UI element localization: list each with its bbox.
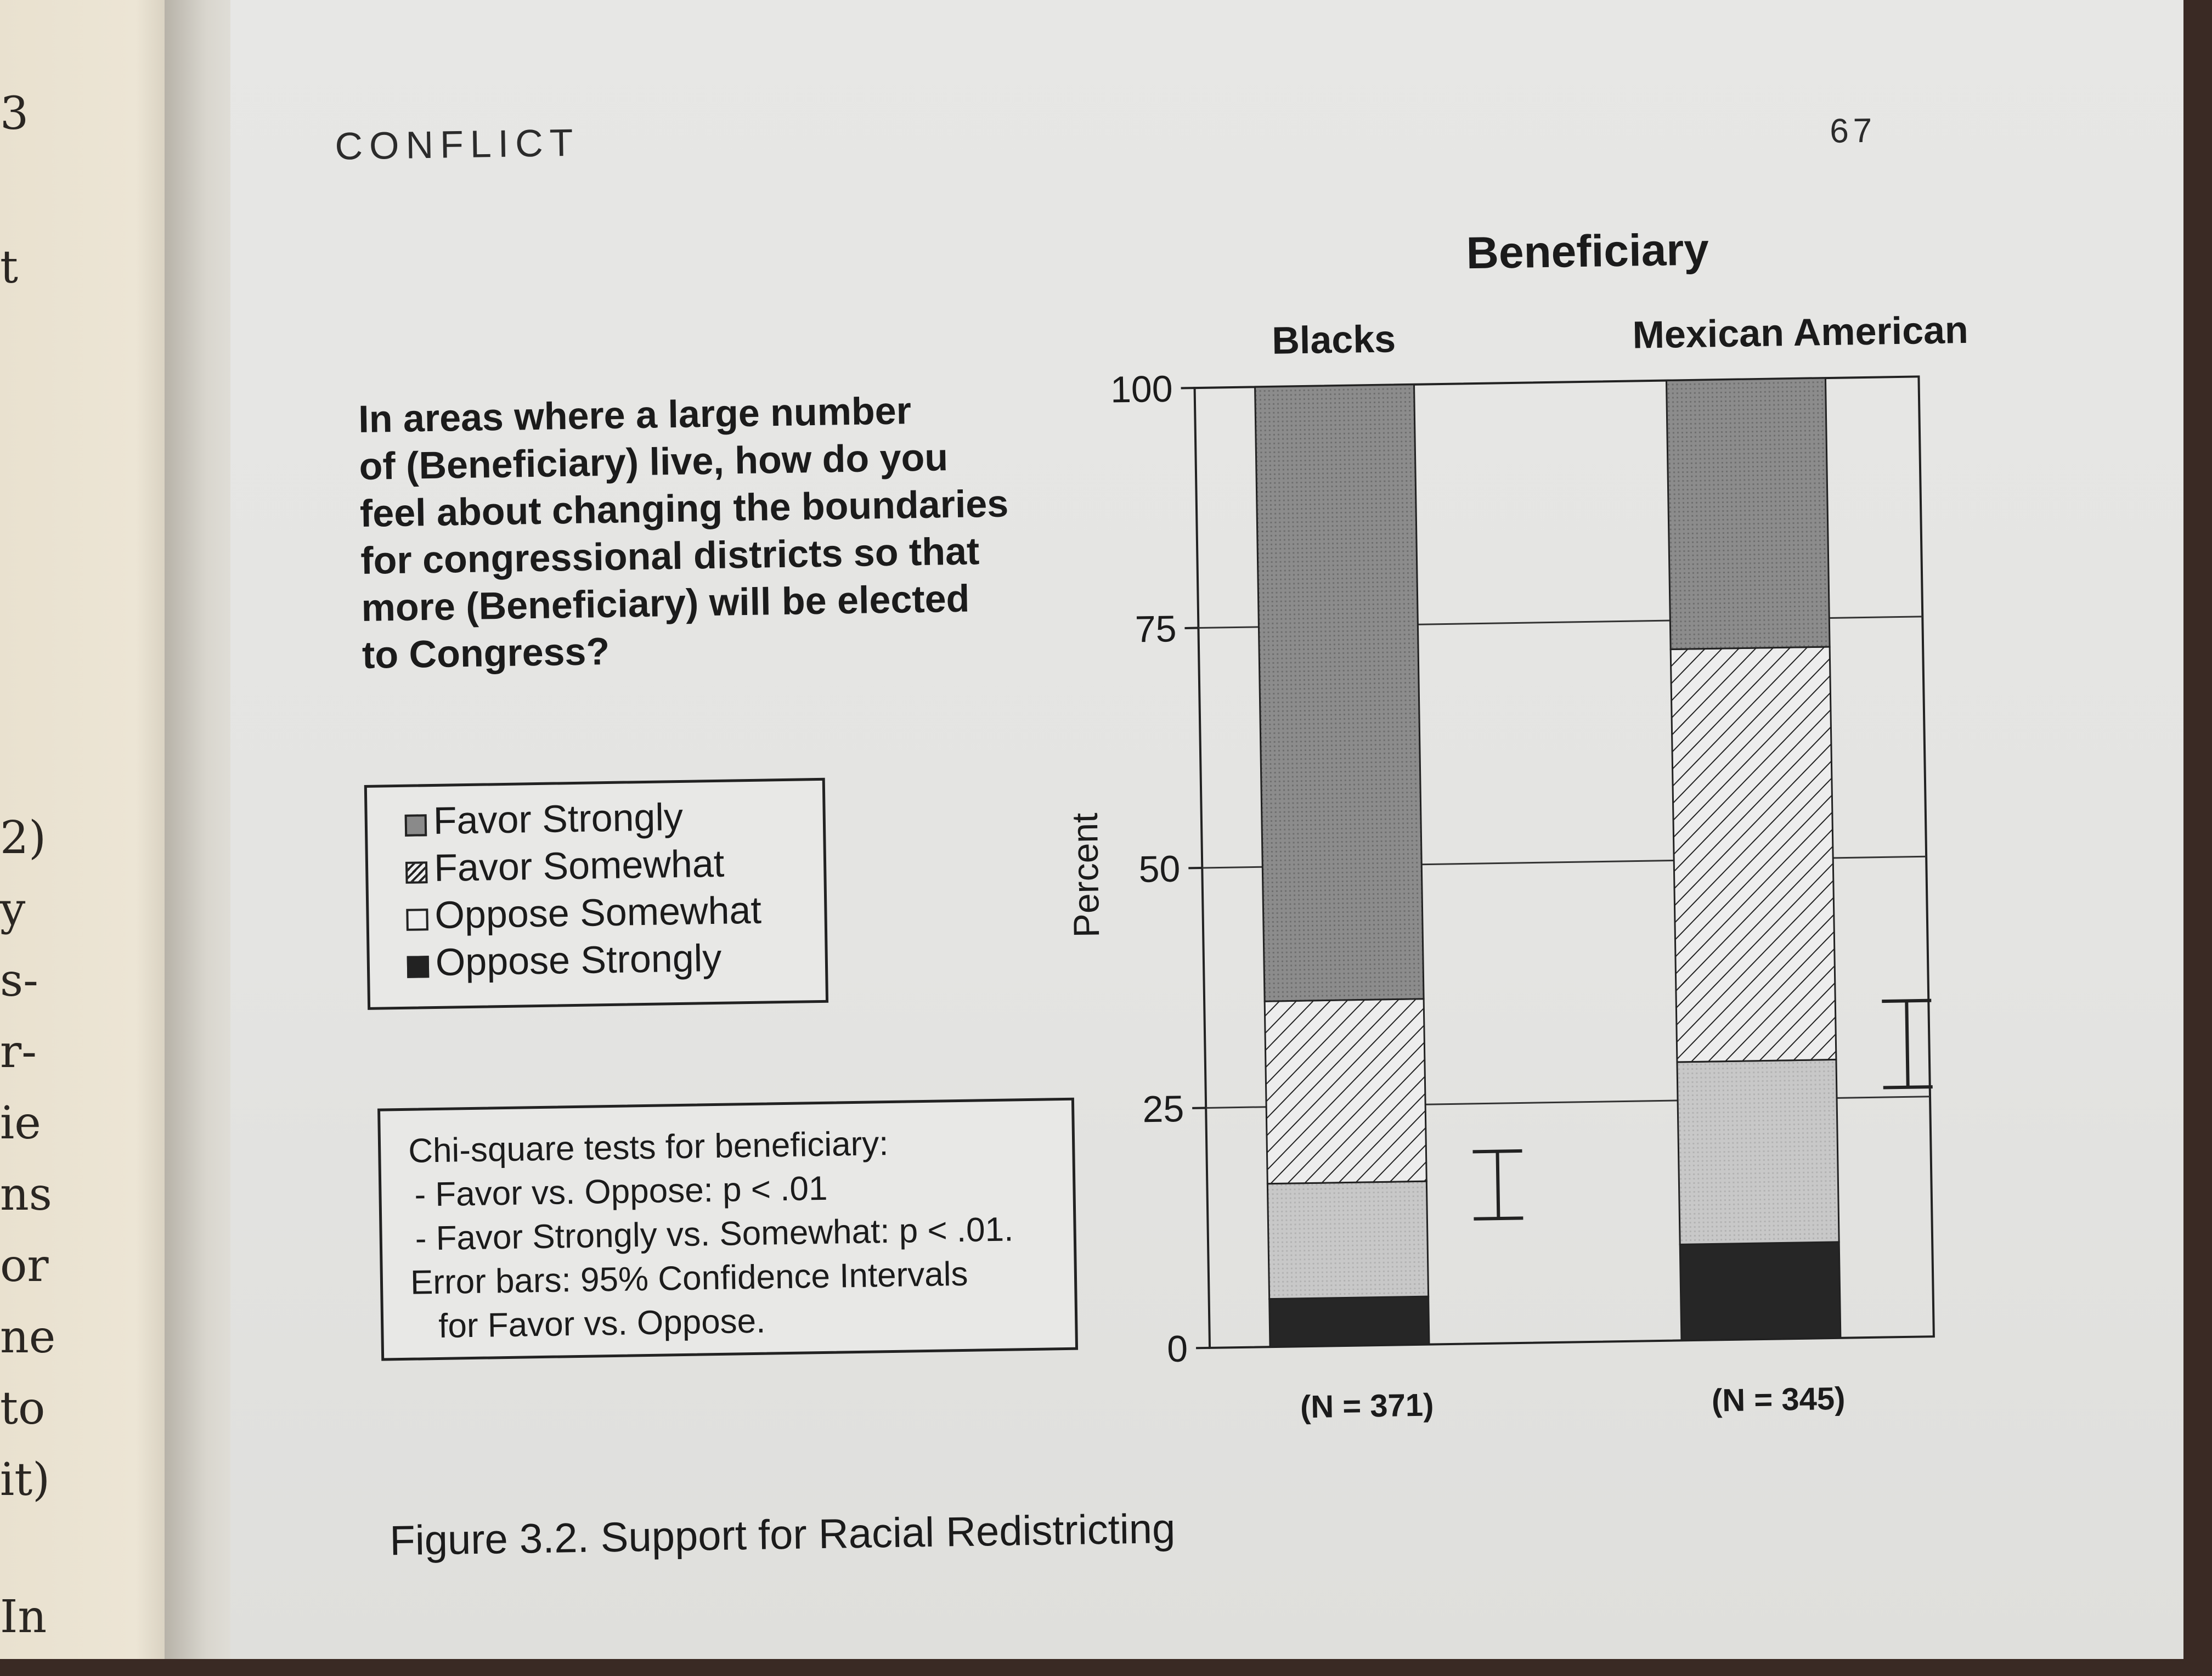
error-bar <box>1906 1001 1908 1087</box>
y-tick-label: 50 <box>1138 848 1181 890</box>
bar-segment-favor-somewhat <box>1671 647 1836 1062</box>
y-tick-label: 75 <box>1135 608 1177 650</box>
stats-line: - Favor vs. Oppose: p < .01 <box>414 1169 828 1215</box>
y-tick-label: 25 <box>1142 1088 1184 1130</box>
legend-item-favor-somewhat: Favor Somewhat <box>405 842 725 890</box>
error-bar-cap <box>1472 1151 1522 1152</box>
n-label: (N = 371) <box>1300 1387 1434 1425</box>
survey-question: In areas where a large number of (Benefi… <box>358 383 1131 679</box>
legend-swatch <box>406 908 428 931</box>
legend-item-oppose-somewhat: Oppose Somewhat <box>406 888 762 938</box>
category-label: Blacks <box>1272 317 1396 362</box>
stacked-bar-chart: 0 25 50 75 100 Percent Beneficiary Blacks (N = 3… <box>1033 217 1985 1465</box>
bar-segment-favor-somewhat <box>1265 999 1426 1184</box>
chart-title: Beneficiary <box>1466 224 1709 278</box>
stats-line: for Favor vs. Oppose. <box>438 1302 766 1346</box>
bar-segment-oppose-somewhat <box>1267 1181 1428 1299</box>
stats-line: Error bars: 95% Confidence Intervals <box>410 1255 968 1302</box>
y-tick-label: 100 <box>1110 368 1173 411</box>
running-head: CONFLICT <box>335 121 580 168</box>
legend-swatch <box>405 814 427 837</box>
bar-segment-favor-strongly <box>1255 385 1424 1001</box>
figure-caption: Figure 3.2. Support for Racial Redistric… <box>390 1505 1176 1565</box>
stats-line: Chi-square tests for beneficiary: <box>408 1124 889 1171</box>
chart-legend: Favor Strongly Favor Somewhat Oppose Som… <box>364 778 828 1010</box>
legend-item-favor-strongly: Favor Strongly <box>404 795 683 843</box>
bar-segment-oppose-strongly <box>1269 1296 1429 1347</box>
legend-item-oppose-strongly: Oppose Strongly <box>407 936 722 985</box>
n-label: (N = 345) <box>1711 1381 1845 1419</box>
page-number: 67 <box>1830 111 1877 151</box>
y-axis-label: Percent <box>1064 812 1107 938</box>
stats-line: - Favor Strongly vs. Somewhat: p < .01. <box>415 1210 1014 1258</box>
bar-segment-favor-strongly <box>1666 378 1830 649</box>
bar-segment-oppose-strongly <box>1680 1242 1841 1341</box>
category-label: Mexican Americans <box>1632 308 1985 356</box>
y-tick-label: 0 <box>1167 1328 1188 1370</box>
bar-segment-oppose-somewhat <box>1677 1059 1839 1244</box>
stats-note-box: Chi-square tests for beneficiary: - Favo… <box>377 1098 1078 1361</box>
error-bar <box>1497 1152 1498 1218</box>
legend-swatch <box>405 861 428 884</box>
legend-swatch <box>407 956 430 978</box>
